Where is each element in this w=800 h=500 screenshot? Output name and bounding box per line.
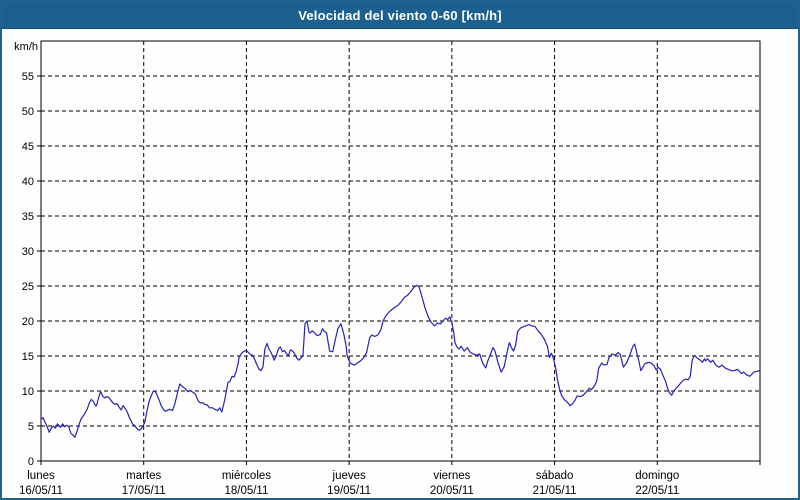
x-day-date: 17/05/11 (122, 485, 166, 497)
y-tick-label: 45 (22, 141, 34, 153)
y-tick-label: 40 (22, 176, 34, 188)
y-tick-label: 55 (22, 71, 34, 83)
x-day-name: viernes (433, 470, 470, 482)
x-day-date: 16/05/11 (19, 485, 63, 497)
y-tick-label: 5 (28, 421, 34, 433)
y-tick-label: 25 (22, 281, 34, 293)
x-day-date: 18/05/11 (224, 485, 268, 497)
y-tick-label: 15 (22, 351, 34, 363)
x-day-date: 21/05/11 (533, 485, 577, 497)
x-day-name: lunes (27, 470, 55, 482)
x-day-name: miércoles (222, 470, 271, 482)
y-tick-label: 0 (28, 456, 34, 468)
x-day-date: 19/05/11 (327, 485, 371, 497)
y-tick-label: 30 (22, 246, 34, 258)
wind-speed-line (40, 284, 760, 438)
wind-speed-chart: 0 5 10 15 20 25 30 35 40 45 50 55 km/h lunes 16/05/11 m… (14, 40, 761, 497)
x-day-date: 20/05/11 (430, 485, 474, 497)
y-tick-label: 10 (22, 386, 34, 398)
y-tick-label: 50 (22, 106, 34, 118)
chart-title: Velocidad del viento 0-60 [km/h] (298, 7, 502, 23)
y-axis-unit-label: km/h (14, 41, 38, 53)
x-day-name: jueves (332, 470, 366, 482)
y-tick-label: 20 (22, 316, 34, 328)
x-day-name: martes (126, 470, 161, 482)
y-tick-label: 35 (22, 211, 34, 223)
x-day-name: sábado (536, 470, 574, 482)
x-day-name: domingo (635, 470, 679, 482)
chart-area: 0 5 10 15 20 25 30 35 40 45 50 55 km/h lunes 16/05/11 m… (2, 29, 798, 498)
titlebar: Velocidad del viento 0-60 [km/h] (2, 2, 798, 29)
x-day-date: 22/05/11 (635, 485, 679, 497)
